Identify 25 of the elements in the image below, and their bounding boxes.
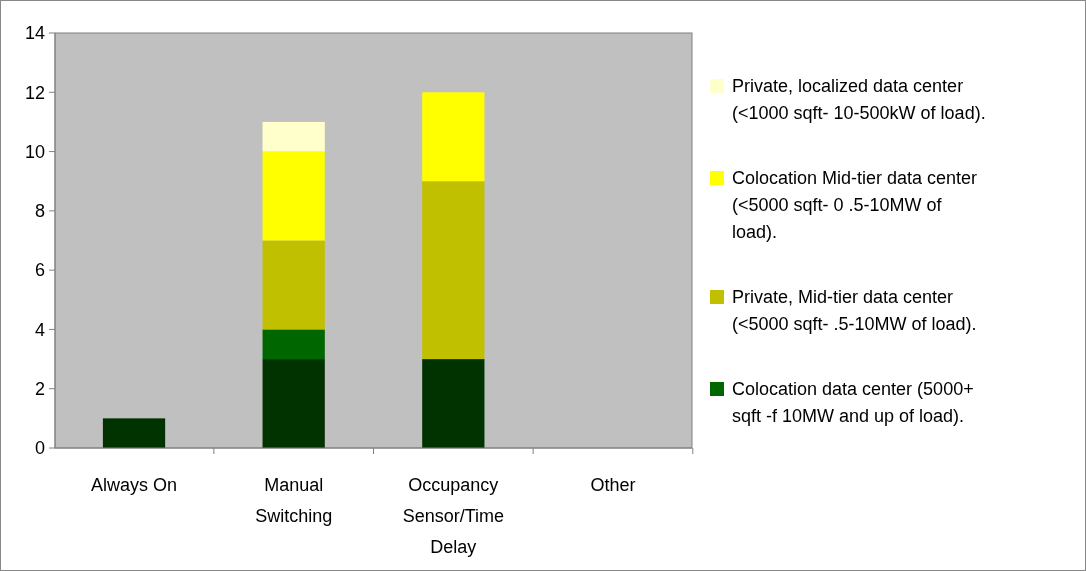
y-tick-label: 8 [34,201,45,222]
legend-label: Private, Mid-tier data center (<5000 sqft- .5-10MW of load). [732,287,977,334]
legend-label: Colocation data center (5000+ sqft -f 10MW and up of load). [732,379,974,426]
bar [422,181,485,360]
y-tick-label: 4 [34,319,45,340]
bar [262,240,325,330]
bar [422,92,485,182]
bar [262,359,325,448]
y-tick-label: 12 [24,82,45,103]
x-tick-label: Always On [91,475,178,495]
legend-label: Private, localized data center (<1000 sqft- 10-500kW of load). [732,76,986,123]
y-tick-label: 10 [24,141,45,162]
x-tick-label: Manual Switching [255,475,333,526]
x-tick-label: Other [590,475,636,495]
y-tick-label: 6 [34,260,45,281]
bar [422,359,485,448]
x-tick-label: Occupancy Sensor/Time Delay [402,475,505,557]
bar [262,151,325,241]
y-tick-label: 0 [34,438,45,459]
bar [102,418,166,448]
y-tick-label: 2 [34,379,45,400]
bar [262,121,325,152]
legend-label: Colocation Mid-tier data center (<5000 sqft- 0 .5-10MW of load). [732,168,978,242]
y-tick-label: 14 [24,23,45,44]
bar [262,329,325,360]
